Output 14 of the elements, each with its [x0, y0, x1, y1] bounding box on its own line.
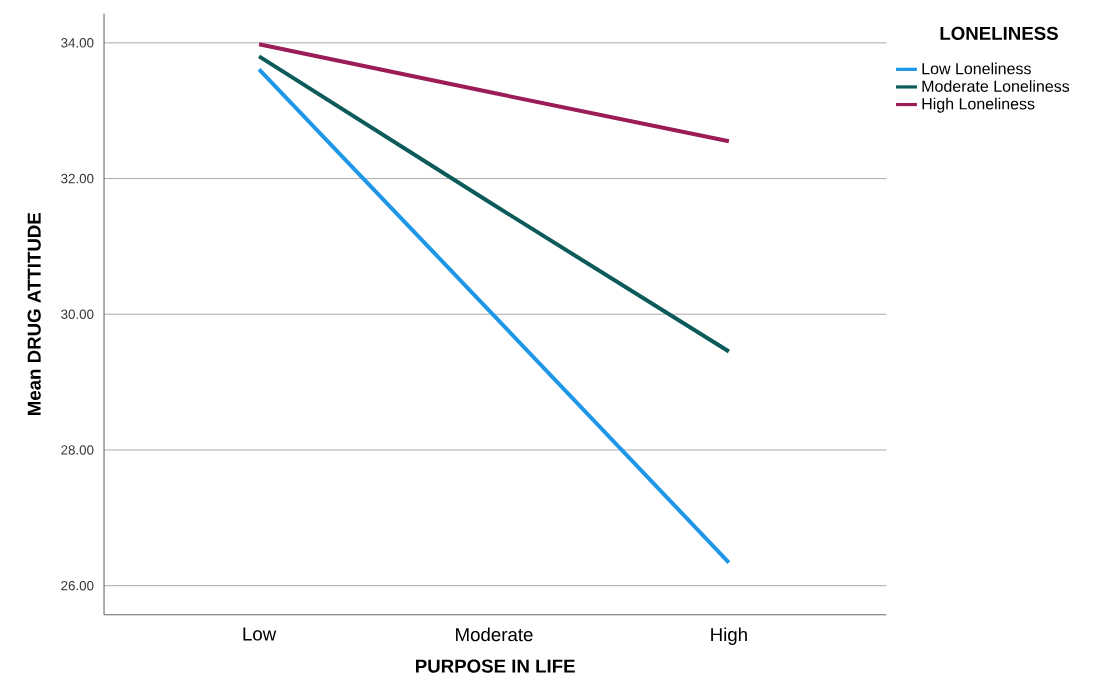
- x-tick-label: Low: [243, 627, 277, 641]
- legend-label: Low Loneliness: [922, 62, 1031, 75]
- y-tick-label: 28.00: [61, 445, 94, 455]
- x-axis-title: PURPOSE IN LIFE: [416, 659, 575, 673]
- x-tick-label: High: [711, 627, 747, 646]
- y-tick-label: 34.00: [61, 38, 94, 48]
- y-axis-title: Mean DRUG ATTITUDE: [27, 213, 41, 416]
- legend-label: High Loneliness: [922, 97, 1035, 113]
- y-tick-label: 26.00: [61, 581, 94, 591]
- x-tick-label: Moderate: [456, 627, 533, 642]
- y-tick-label: 30.00: [61, 309, 94, 320]
- legend-title: LONELINESS: [940, 26, 1058, 41]
- legend-label: Moderate Loneliness: [922, 80, 1070, 92]
- y-tick-label: 32.00: [61, 173, 94, 184]
